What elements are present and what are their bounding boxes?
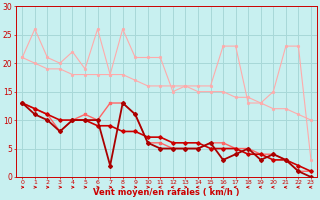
X-axis label: Vent moyen/en rafales ( km/h ): Vent moyen/en rafales ( km/h ) [93,188,240,197]
